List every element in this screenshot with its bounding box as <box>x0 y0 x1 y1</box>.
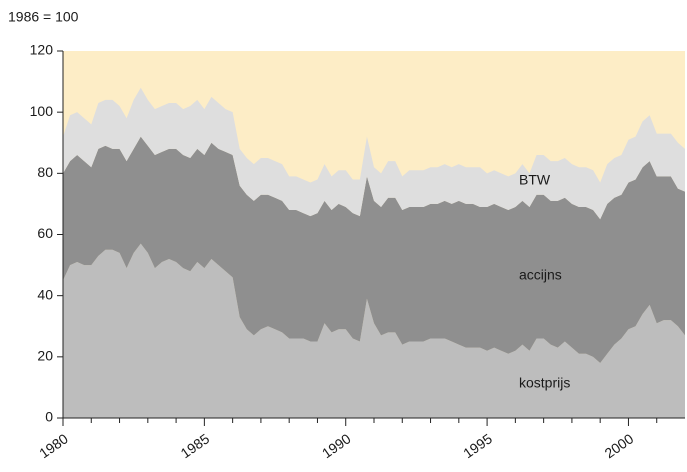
series-label: kostprijs <box>519 375 570 391</box>
area <box>63 243 685 418</box>
y-tick-label: 20 <box>37 348 53 364</box>
area <box>63 136 685 363</box>
y-tick-label: 80 <box>37 164 53 180</box>
series-label: BTW <box>519 172 551 188</box>
x-tick-label: 1985 <box>178 430 213 461</box>
chart-subtitle: 1986 = 100 <box>8 9 79 25</box>
area <box>63 87 685 220</box>
x-tick-label: 2000 <box>602 430 637 461</box>
x-tick-label: 1980 <box>36 430 71 461</box>
x-tick-label: 1990 <box>319 430 354 461</box>
x-tick-label: 1995 <box>460 430 495 461</box>
series-label: accijns <box>519 267 562 283</box>
y-tick-label: 120 <box>30 42 54 58</box>
y-tick-label: 100 <box>30 103 54 119</box>
y-tick-label: 60 <box>37 225 53 241</box>
y-tick-label: 0 <box>45 409 53 425</box>
y-tick-label: 40 <box>37 286 53 302</box>
